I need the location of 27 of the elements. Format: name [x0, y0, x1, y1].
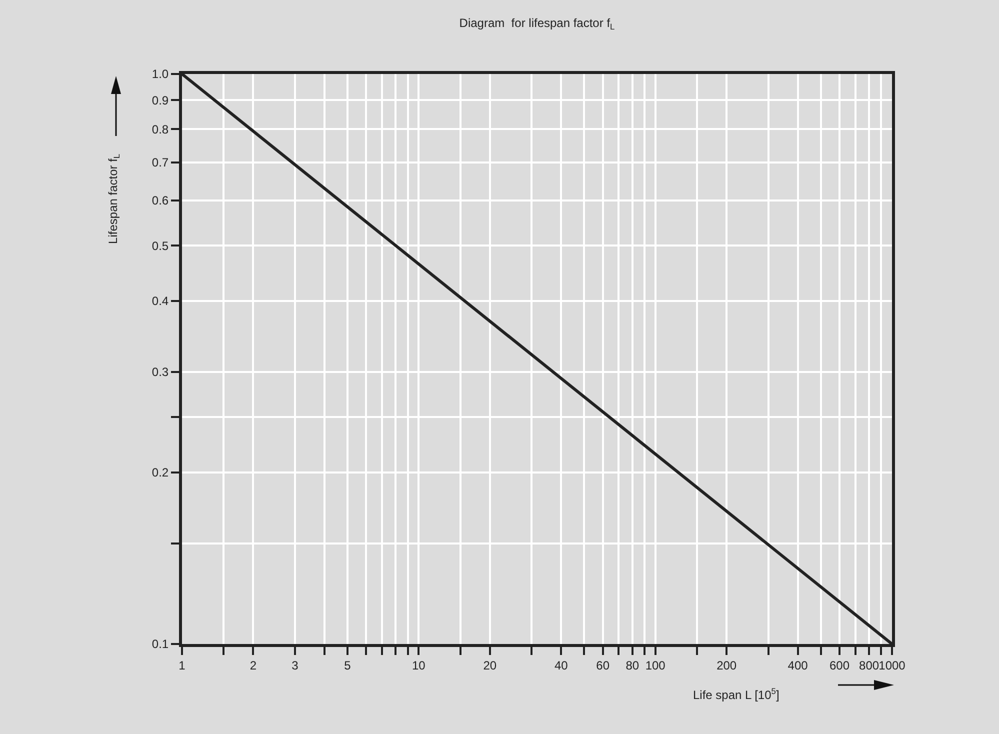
x-tick-label: 800 — [859, 658, 880, 672]
y-tick-label: 0.1 — [152, 637, 169, 652]
x-tick-label: 60 — [596, 658, 610, 672]
y-tick-label: 0.8 — [152, 122, 169, 136]
x-axis-title: Life span L [10$^{5}$] — [693, 686, 780, 702]
x-tick-label: 600 — [829, 658, 850, 672]
x-tick-label: 400 — [788, 658, 808, 672]
y-tick-label: 0.4 — [152, 294, 169, 308]
x-tick-label: 1 — [178, 658, 186, 672]
x-tick-label: 100 — [645, 658, 666, 672]
chart-title: Diagram for lifespan factor f$_{L}$ — [459, 16, 616, 32]
x-tick-label: 200 — [716, 658, 737, 672]
y-tick-label: 0.6 — [152, 194, 169, 208]
y-tick-label: 0.2 — [152, 466, 169, 480]
x-tick-label: 3 — [292, 658, 299, 672]
x-tick-label: 5 — [344, 658, 352, 672]
x-tick-label: 80 — [626, 658, 640, 672]
y-tick-label: 0.3 — [152, 365, 169, 380]
x-tick-label: 1000 — [878, 658, 906, 672]
x-tick-label: 2 — [250, 658, 257, 672]
y-tick-label: 1.0 — [152, 67, 169, 82]
x-tick-label: 40 — [554, 658, 568, 672]
x-tick-label: 10 — [412, 658, 426, 672]
y-tick-label: 0.9 — [152, 93, 169, 108]
x-tick-label: 20 — [483, 658, 497, 672]
y-tick-label: 0.5 — [152, 238, 169, 253]
y-tick-label: 0.7 — [152, 155, 169, 170]
